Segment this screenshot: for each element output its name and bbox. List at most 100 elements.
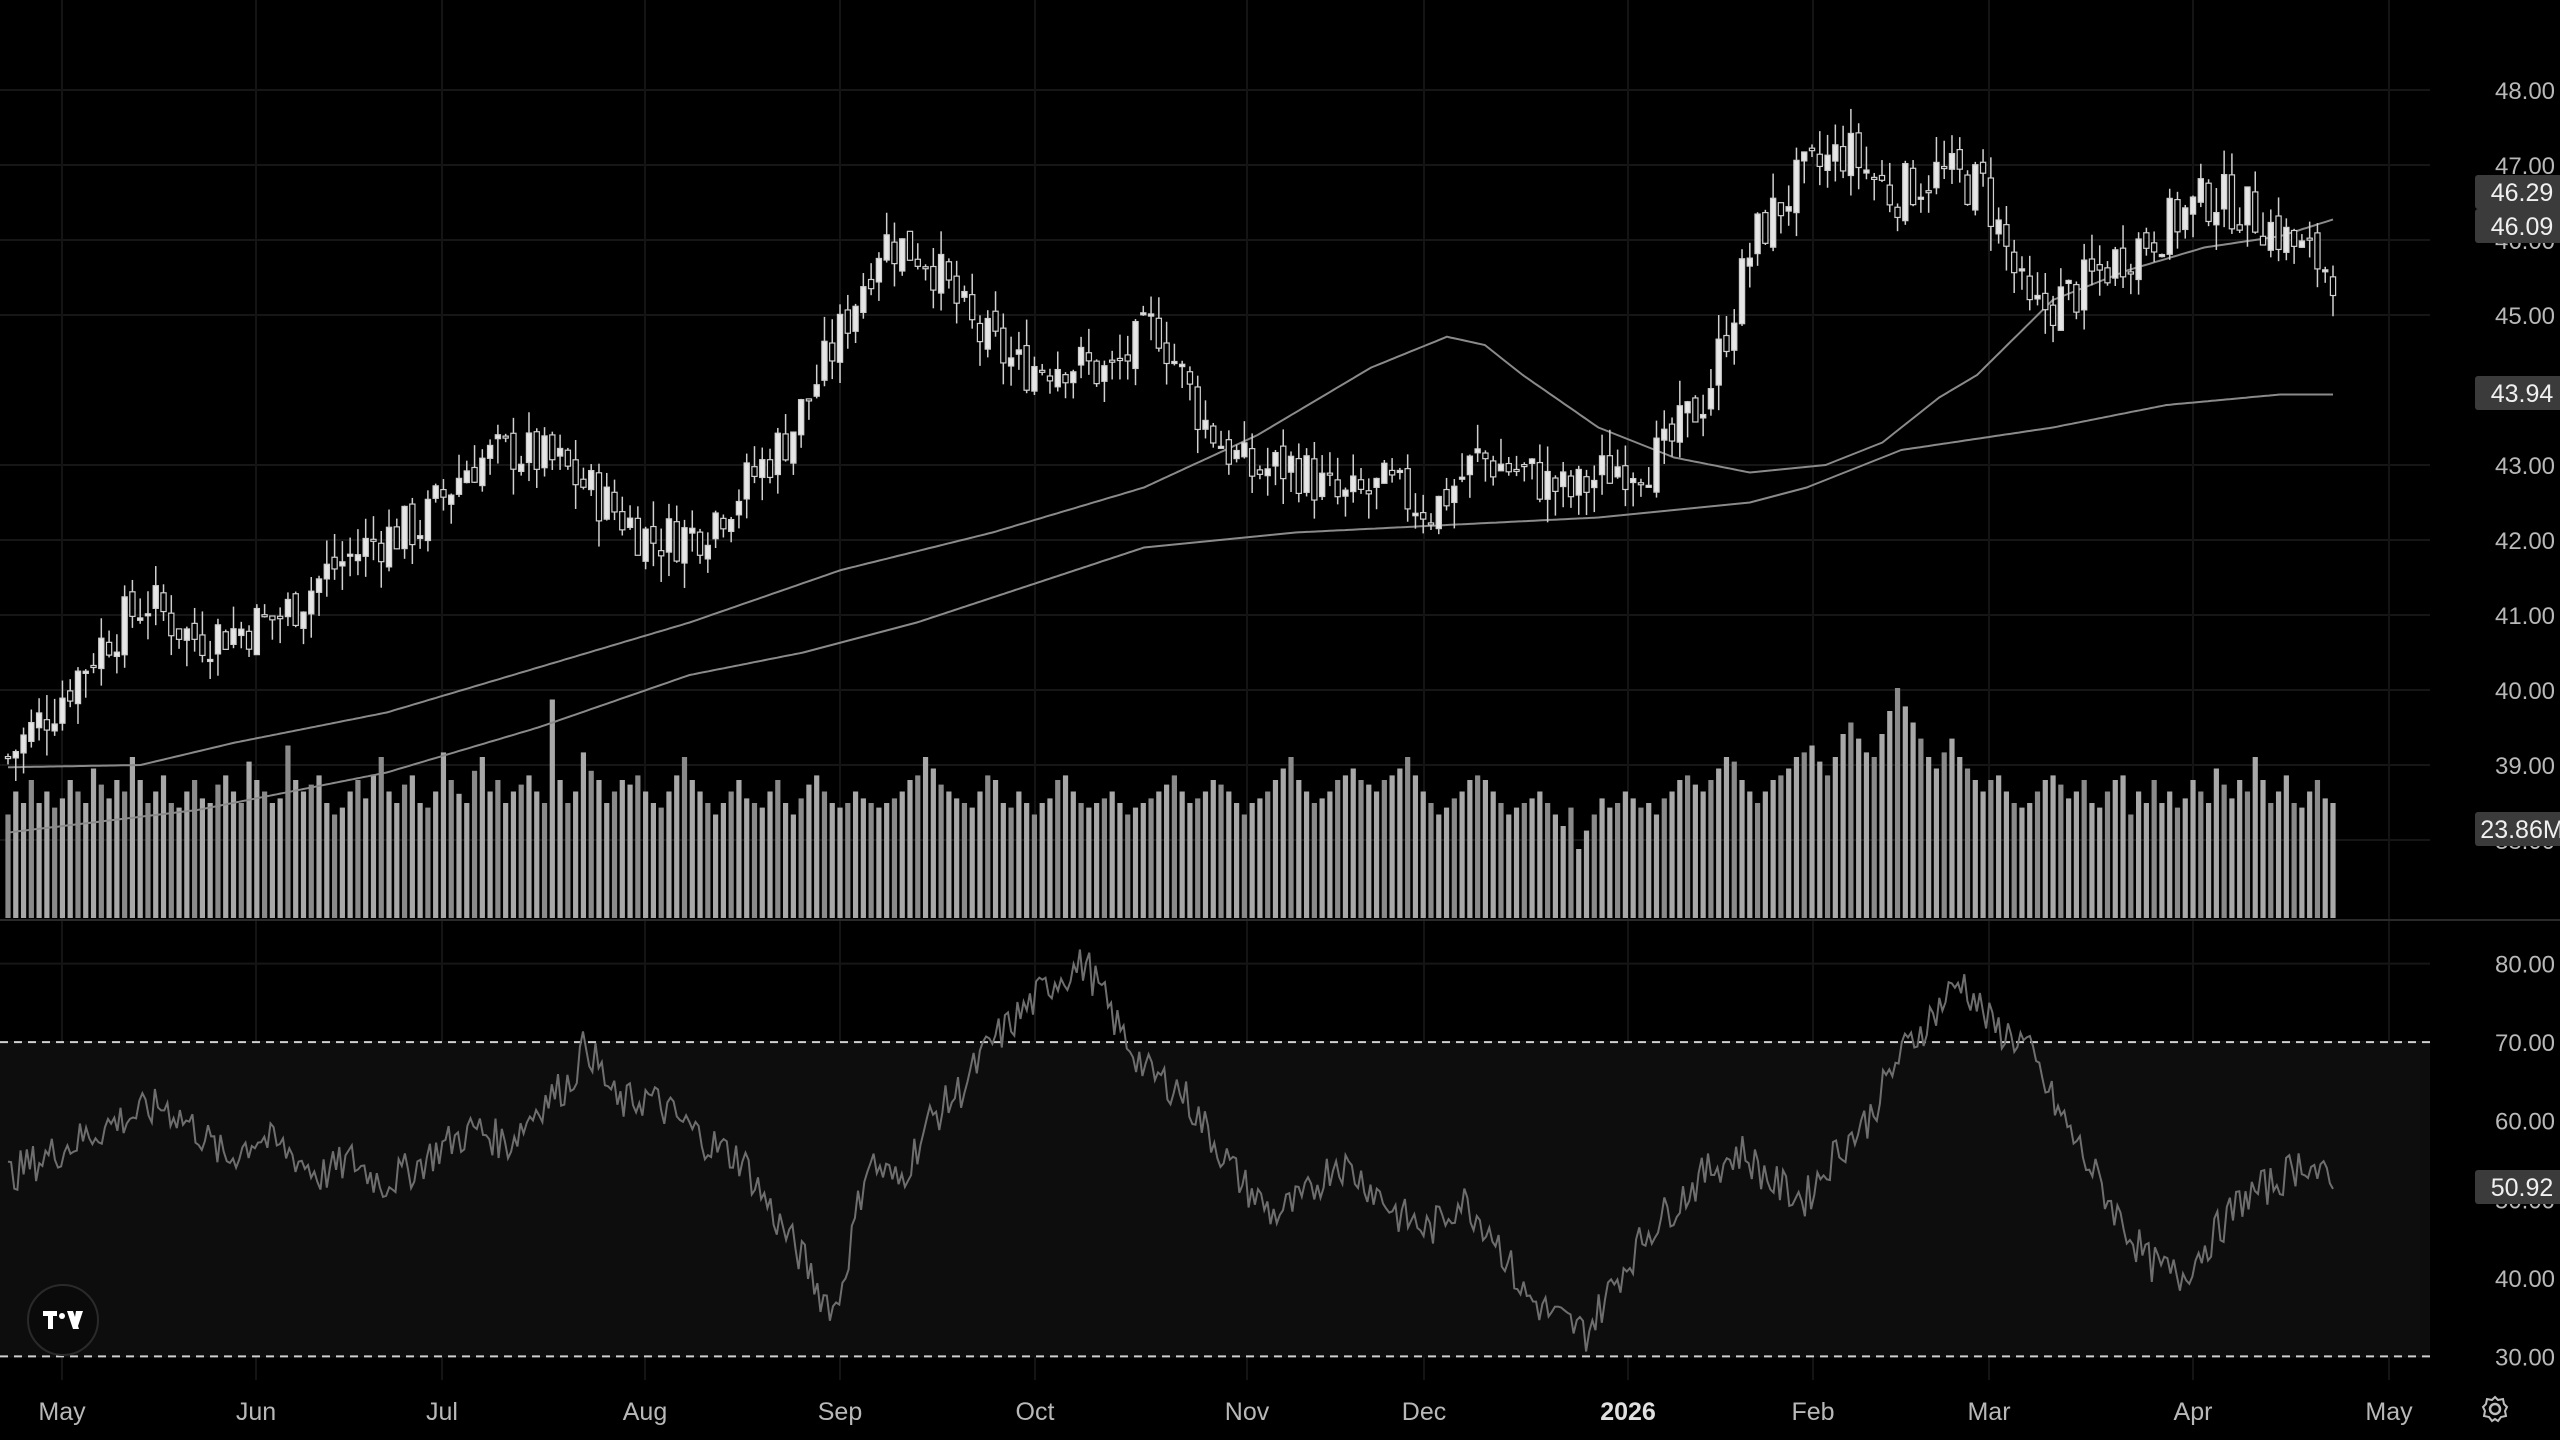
candle-body bbox=[2166, 197, 2173, 255]
volume-bar bbox=[1094, 803, 1100, 918]
candle-body bbox=[43, 719, 51, 731]
candle-body bbox=[339, 561, 346, 567]
candle-body bbox=[2003, 224, 2010, 247]
candle-body bbox=[556, 447, 564, 457]
rsi-tick-label: 70.00 bbox=[2495, 1030, 2555, 1057]
volume-bar bbox=[1638, 807, 1644, 918]
volume-bar bbox=[1731, 761, 1737, 918]
volume-bar bbox=[635, 775, 641, 918]
candle-body bbox=[2104, 267, 2111, 284]
rsi-value-label: 50.92 bbox=[2491, 1174, 2554, 1202]
candle-body bbox=[1598, 455, 1606, 476]
volume-bar bbox=[1327, 791, 1333, 918]
volume-bar bbox=[417, 803, 423, 918]
candle-body bbox=[276, 615, 284, 620]
last-price-label-background bbox=[2475, 209, 2560, 243]
candle-body bbox=[362, 537, 369, 557]
volume-bar bbox=[1195, 798, 1201, 918]
candle-body bbox=[766, 459, 774, 479]
volume-bar bbox=[2252, 757, 2258, 918]
volume-bar bbox=[2058, 784, 2064, 918]
volume-bar bbox=[1801, 752, 1807, 918]
tradingview-logo-icon[interactable] bbox=[27, 1284, 99, 1356]
ma-label-lower-background bbox=[2475, 376, 2560, 410]
candle-body bbox=[541, 435, 548, 469]
volume-bar bbox=[479, 757, 485, 918]
candle-body bbox=[2220, 173, 2228, 210]
candle-body bbox=[1715, 338, 1722, 386]
candle-body bbox=[2252, 191, 2259, 233]
price-tick-label: 40.00 bbox=[2495, 678, 2555, 705]
candle-body bbox=[2244, 186, 2251, 226]
volume-bar bbox=[2128, 814, 2134, 918]
candle-body bbox=[1458, 476, 1466, 480]
candle-body bbox=[1062, 374, 1069, 384]
candle-body bbox=[284, 598, 292, 618]
volume-bar bbox=[2027, 803, 2033, 918]
volume-bar bbox=[67, 780, 73, 918]
candle-body bbox=[1077, 346, 1085, 366]
volume-bar bbox=[619, 780, 625, 918]
candle-body bbox=[1171, 360, 1178, 365]
time-tick-label: Apr bbox=[2174, 1398, 2213, 1426]
candle-body bbox=[1886, 184, 1893, 206]
volume-bar bbox=[2073, 791, 2079, 918]
candle-body bbox=[1536, 461, 1544, 500]
volume-bar bbox=[1086, 807, 1092, 918]
volume-bar bbox=[2229, 798, 2235, 918]
price-tick-label: 48.00 bbox=[2495, 78, 2555, 105]
volume-bar bbox=[2244, 791, 2251, 918]
candle-body bbox=[1124, 354, 1131, 362]
volume-bar bbox=[821, 791, 828, 918]
candle-body bbox=[1941, 165, 1948, 170]
candle-body bbox=[1762, 211, 1769, 244]
volume-bar bbox=[1770, 780, 1776, 918]
time-axis[interactable]: May Jun Jul Aug Sep Oct Nov Dec 2026 Feb Mar Apr May bbox=[38, 1398, 2413, 1426]
candle-body bbox=[619, 511, 626, 531]
candle-body bbox=[1388, 469, 1396, 476]
moving-averages bbox=[7, 218, 2334, 834]
candle-body bbox=[502, 435, 509, 439]
gear-icon[interactable] bbox=[2478, 1392, 2512, 1426]
candle-body bbox=[1155, 317, 1163, 349]
volume-bar bbox=[2050, 775, 2056, 918]
volume-bar bbox=[90, 768, 97, 918]
candle-body bbox=[191, 622, 198, 640]
volume-bar bbox=[1156, 791, 1162, 918]
volume-bar bbox=[557, 780, 563, 918]
volume-bar bbox=[845, 803, 851, 918]
volume-bar bbox=[300, 791, 307, 918]
volume-bar bbox=[1125, 814, 1131, 918]
volume-bar bbox=[2182, 798, 2188, 918]
rsi-tick-label: 80.00 bbox=[2495, 952, 2555, 979]
volume-bar bbox=[2143, 803, 2149, 918]
volume-label: 23.86M bbox=[2480, 816, 2560, 844]
candle-body bbox=[696, 531, 704, 556]
candle-body bbox=[1482, 452, 1489, 460]
candle-body bbox=[1738, 258, 1746, 325]
volume-bar bbox=[2159, 803, 2165, 918]
volume-bar bbox=[1716, 768, 1722, 918]
time-tick-label: Jun bbox=[236, 1398, 276, 1426]
volume-bar bbox=[1910, 722, 1916, 918]
candle-body bbox=[2298, 240, 2306, 248]
volume-bar bbox=[1677, 780, 1683, 918]
candle-body bbox=[813, 384, 820, 397]
candle-body bbox=[549, 434, 556, 461]
volume-bar bbox=[1288, 757, 1294, 918]
volume-bar bbox=[471, 770, 478, 918]
volume-bar bbox=[2167, 791, 2173, 918]
candle-body bbox=[1801, 151, 1808, 162]
candle-body bbox=[1933, 161, 1940, 189]
volume-bar bbox=[1723, 757, 1730, 918]
price-tick-label: 43.00 bbox=[2495, 453, 2555, 480]
candle-body bbox=[899, 238, 906, 272]
volume-bar bbox=[199, 798, 205, 918]
volume-bar bbox=[1941, 752, 1947, 918]
time-tick-label: 2026 bbox=[1600, 1398, 1656, 1426]
candle-body bbox=[852, 305, 859, 332]
candle-body bbox=[1871, 176, 1878, 181]
volume-bar bbox=[114, 780, 120, 918]
